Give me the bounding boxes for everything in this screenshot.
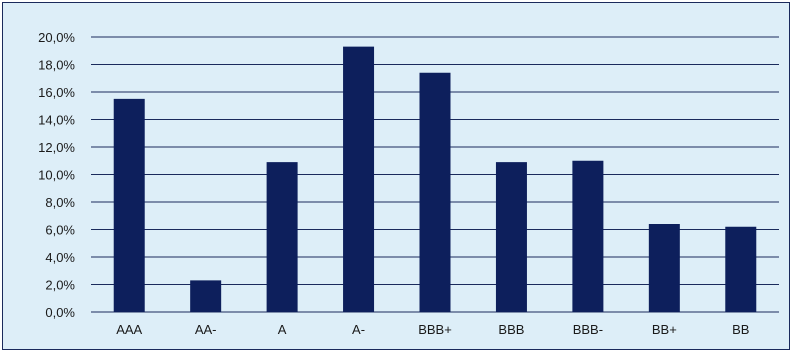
y-axis-ticks: 0,0% 2,0% 4,0% 6,0% 8,0% 10,0% 12,0% 14,0% 16,0%…: [38, 30, 75, 320]
y-tick-label: 14,0%: [38, 113, 75, 128]
y-tick-label: 18,0%: [38, 58, 75, 73]
bar-bbb: [495, 162, 527, 312]
x-category-label: A: [278, 322, 287, 337]
x-category-label: AA-: [195, 322, 217, 337]
x-axis-labels: AAA AA- A A- BBB+ BBB BBB- BB+ BB: [116, 322, 749, 337]
chart-frame: 0,0% 2,0% 4,0% 6,0% 8,0% 10,0% 12,0% 14,0% 16,0%…: [2, 2, 790, 350]
bar-aaa: [113, 98, 145, 312]
bar-bbb-plus: [419, 72, 451, 312]
y-tick-label: 2,0%: [45, 278, 75, 293]
bar-aa-minus: [190, 280, 222, 312]
bar-bb: [725, 226, 757, 312]
y-tick-label: 6,0%: [45, 223, 75, 238]
y-tick-label: 0,0%: [45, 305, 75, 320]
bar-bbb-minus: [572, 160, 604, 312]
bar-chart: 0,0% 2,0% 4,0% 6,0% 8,0% 10,0% 12,0% 14,0% 16,0%…: [38, 30, 779, 337]
x-category-label: AAA: [116, 322, 142, 337]
x-category-label: BB: [732, 322, 749, 337]
x-category-label: BBB+: [418, 322, 452, 337]
y-tick-label: 20,0%: [38, 30, 75, 45]
y-tick-label: 12,0%: [38, 140, 75, 155]
bar-bb-plus: [648, 224, 680, 312]
bar-layer: [113, 46, 757, 312]
x-category-label: BBB-: [573, 322, 603, 337]
bar-a: [266, 162, 298, 312]
y-tick-label: 10,0%: [38, 168, 75, 183]
y-tick-label: 16,0%: [38, 85, 75, 100]
y-tick-label: 8,0%: [45, 195, 75, 210]
x-category-label: BB+: [652, 322, 677, 337]
x-category-label: BBB: [498, 322, 524, 337]
x-category-label: A-: [352, 322, 365, 337]
bar-a-minus: [343, 46, 375, 312]
y-tick-label: 4,0%: [45, 250, 75, 265]
